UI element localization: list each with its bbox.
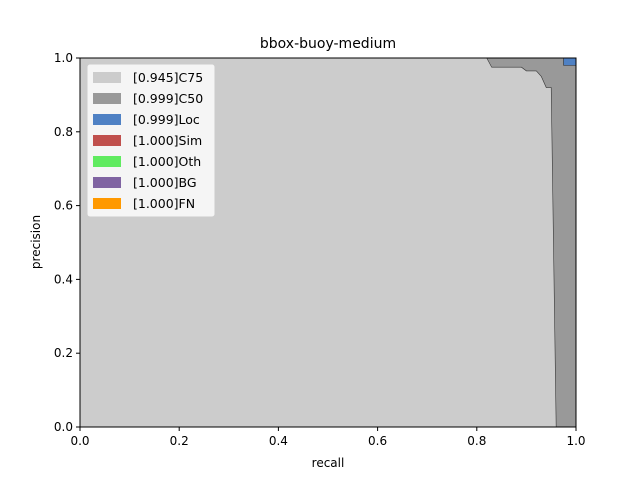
legend-label: [0.945]C75 — [133, 70, 203, 85]
legend-label: [0.999]C50 — [133, 91, 203, 106]
x-tick-label: 0.6 — [368, 434, 387, 448]
legend: [0.945]C75 [0.999]C50 [0.999]Loc [1.000]Sim… — [86, 63, 216, 218]
x-tick-label: 0.2 — [170, 434, 189, 448]
x-tick-label: 0.4 — [269, 434, 288, 448]
legend-label: [1.000]Sim — [133, 133, 202, 148]
legend-label: [1.000]Oth — [133, 154, 201, 169]
y-tick-label: 0.8 — [54, 125, 73, 139]
legend-swatch — [93, 135, 121, 146]
y-tick-label: 0.2 — [54, 346, 73, 360]
y-axis-ticks: 0.0 0.2 0.4 0.6 0.8 1.0 — [54, 51, 80, 434]
legend-swatch — [93, 93, 121, 104]
legend-label: [0.999]Loc — [133, 112, 200, 127]
y-tick-label: 0.6 — [54, 199, 73, 213]
y-axis-label: precision — [29, 215, 43, 269]
area-layers — [79, 57, 577, 428]
legend-label: [1.000]FN — [133, 196, 195, 211]
legend-swatch — [93, 177, 121, 188]
x-axis-label: recall — [312, 456, 345, 470]
legend-swatch — [93, 72, 121, 83]
x-axis-ticks: 0.0 0.2 0.4 0.6 0.8 1.0 — [70, 427, 586, 448]
x-tick-label: 0.0 — [70, 434, 89, 448]
legend-label: [1.000]BG — [133, 175, 197, 190]
legend-swatch — [93, 114, 121, 125]
chart-title: bbox-buoy-medium — [260, 36, 396, 52]
y-tick-label: 0.4 — [54, 272, 73, 286]
legend-swatch — [93, 156, 121, 167]
y-tick-label: 0.0 — [54, 420, 73, 434]
x-tick-label: 0.8 — [467, 434, 486, 448]
plot-frame — [79, 57, 577, 428]
x-tick-label: 1.0 — [566, 434, 585, 448]
y-tick-label: 1.0 — [54, 51, 73, 65]
legend-swatch — [93, 198, 121, 209]
